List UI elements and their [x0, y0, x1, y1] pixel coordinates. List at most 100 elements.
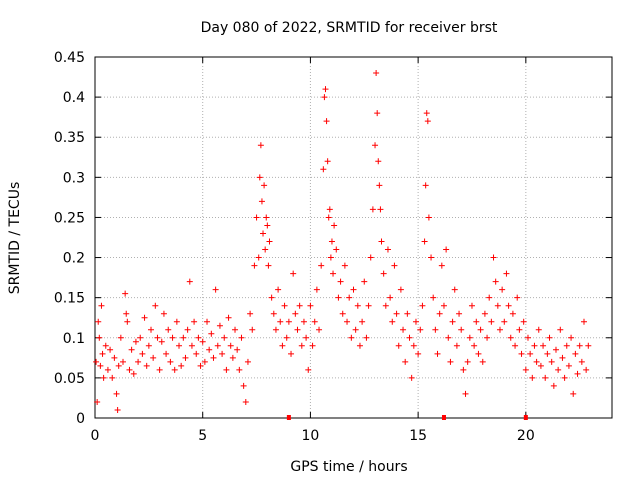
data-point	[309, 342, 316, 349]
data-point	[251, 262, 258, 269]
data-point	[100, 374, 107, 381]
y-tick-label: 0.3	[63, 170, 85, 186]
data-point	[143, 362, 150, 369]
data-point	[191, 318, 198, 325]
data-point	[377, 206, 384, 213]
data-point	[518, 350, 525, 357]
data-point	[406, 334, 413, 341]
gap-marker	[523, 415, 528, 420]
x-tick-label: 5	[198, 428, 207, 444]
data-point	[180, 334, 187, 341]
data-point	[128, 346, 135, 353]
data-point	[505, 302, 512, 309]
data-point	[382, 302, 389, 309]
y-tick-label: 0.2	[63, 251, 85, 267]
data-point	[279, 342, 286, 349]
data-point	[201, 358, 208, 365]
data-point	[456, 310, 463, 317]
data-point	[408, 374, 415, 381]
data-point	[574, 370, 581, 377]
data-point	[320, 166, 327, 173]
data-point	[501, 318, 508, 325]
data-point	[167, 358, 174, 365]
data-point	[436, 310, 443, 317]
data-point	[169, 334, 176, 341]
data-point	[449, 318, 456, 325]
data-point	[443, 246, 450, 253]
data-point	[546, 334, 553, 341]
data-point	[210, 354, 217, 361]
data-point	[580, 318, 587, 325]
data-point	[445, 334, 452, 341]
data-point	[473, 318, 480, 325]
data-point	[214, 342, 221, 349]
data-point	[520, 318, 527, 325]
gap-marker	[441, 415, 446, 420]
y-tick-label: 0.05	[54, 371, 85, 387]
data-point	[270, 310, 277, 317]
data-point	[389, 318, 396, 325]
data-point	[265, 262, 272, 269]
data-point	[261, 182, 268, 189]
data-point	[529, 374, 536, 381]
data-point	[95, 318, 102, 325]
data-point	[544, 350, 551, 357]
data-point	[204, 318, 211, 325]
data-point	[113, 390, 120, 397]
data-point	[369, 206, 376, 213]
data-point	[410, 342, 417, 349]
data-point	[373, 70, 380, 77]
data-point	[225, 314, 232, 321]
data-point	[109, 374, 116, 381]
data-point	[173, 318, 180, 325]
data-point	[107, 346, 114, 353]
data-point	[197, 362, 204, 369]
data-point	[346, 294, 353, 301]
data-point	[428, 254, 435, 261]
data-point	[229, 354, 236, 361]
data-point	[451, 286, 458, 293]
data-point	[150, 354, 157, 361]
data-point	[585, 342, 592, 349]
data-point	[97, 362, 104, 369]
data-point	[415, 350, 422, 357]
data-point	[288, 350, 295, 357]
y-tick-label: 0.35	[54, 130, 85, 146]
y-axis-label: SRMTID / TECUs	[7, 182, 23, 295]
data-point	[281, 302, 288, 309]
data-point	[432, 326, 439, 333]
data-point	[462, 390, 469, 397]
data-point	[339, 310, 346, 317]
data-point	[258, 198, 265, 205]
data-point	[356, 342, 363, 349]
data-point	[154, 334, 161, 341]
data-point	[387, 294, 394, 301]
data-point	[99, 350, 106, 357]
data-point	[509, 310, 516, 317]
data-point	[94, 398, 101, 405]
data-point	[372, 142, 379, 149]
data-point	[93, 358, 100, 365]
data-point	[512, 342, 519, 349]
data-point	[321, 94, 328, 101]
data-point	[313, 286, 320, 293]
data-point	[576, 342, 583, 349]
data-point	[182, 354, 189, 361]
data-point	[524, 334, 531, 341]
data-point	[318, 262, 325, 269]
data-point	[384, 246, 391, 253]
data-point	[137, 334, 144, 341]
y-tick-label: 0.1	[63, 331, 85, 347]
data-point	[283, 334, 290, 341]
data-point	[400, 326, 407, 333]
x-axis-label: GPS time / hours	[290, 459, 407, 475]
data-point	[208, 330, 215, 337]
data-point	[354, 302, 361, 309]
gap-markers	[286, 415, 528, 420]
data-point	[135, 358, 142, 365]
data-point	[484, 334, 491, 341]
data-point	[294, 326, 301, 333]
data-point	[460, 366, 467, 373]
data-point	[542, 374, 549, 381]
